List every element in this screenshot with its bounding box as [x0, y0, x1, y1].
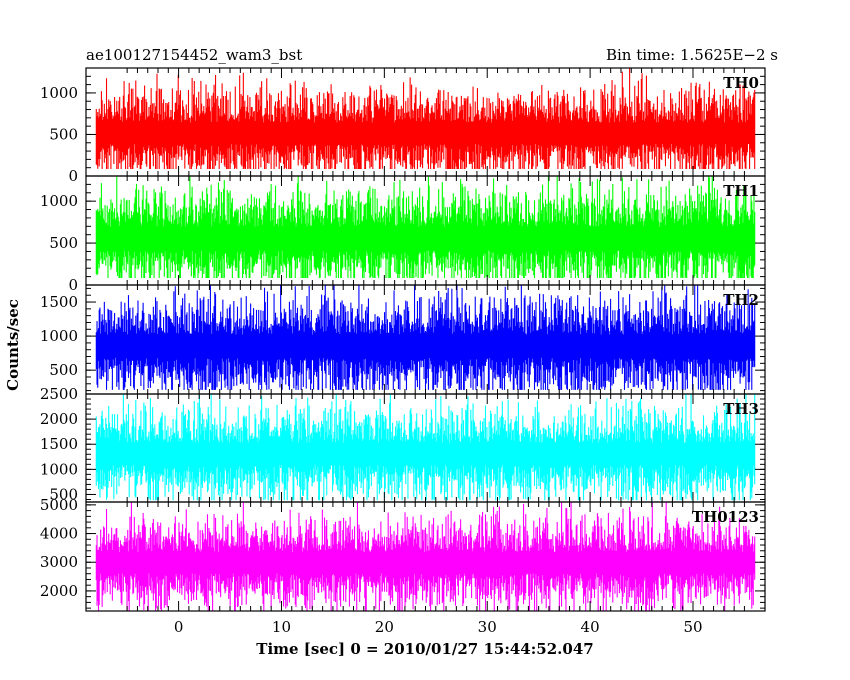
y-tick-label: 5000 — [40, 496, 78, 514]
panel-name-label: TH3 — [723, 400, 759, 418]
y-tick-label: 1000 — [40, 192, 78, 210]
y-tick-label: 1500 — [40, 435, 78, 453]
y-tick-label: 500 — [49, 361, 78, 379]
panel-name-label: TH0 — [723, 74, 759, 92]
x-tick-label: 10 — [272, 618, 291, 636]
y-tick-label: 500 — [49, 485, 78, 503]
y-tick-label: 3000 — [40, 553, 78, 571]
panel-th2: 500 1000 1500 TH2 — [40, 284, 766, 395]
figure-title: ae100127154452_wam3_bst — [86, 46, 302, 64]
y-tick-label: 0 — [68, 167, 78, 185]
y-tick-label: 2000 — [40, 582, 78, 600]
y-tick-label: 500 — [49, 234, 78, 252]
y-tick-label: 1000 — [40, 327, 78, 345]
series-trace-th0123 — [95, 502, 756, 611]
x-tick-label: 0 — [174, 618, 184, 636]
x-axis-label: Time [sec] 0 = 2010/01/27 15:44:52.047 — [256, 640, 593, 658]
x-tick-label: 50 — [683, 618, 702, 636]
panel-name-label: TH1 — [723, 182, 759, 200]
panel-th3: 500 1000 1500 2000 2500 TH3 — [40, 385, 766, 503]
series-trace-th2 — [95, 285, 756, 390]
x-tick-label: 20 — [375, 618, 394, 636]
y-tick-label: 1500 — [40, 293, 78, 311]
y-tick-label: 2500 — [40, 385, 78, 403]
x-tick-label: 40 — [581, 618, 600, 636]
panels-group: 0 500 1000 TH0 0 500 1000 TH1 500 1000 1500 TH2 500 1… — [40, 67, 766, 612]
panel-th0: 0 500 1000 TH0 — [40, 67, 766, 185]
y-tick-label: 1000 — [40, 84, 78, 102]
y-tick-label: 1000 — [40, 460, 78, 478]
panel-th0123: 2000 3000 4000 5000 TH0123 — [40, 496, 766, 612]
panel-name-label: TH0123 — [692, 508, 759, 526]
y-axis-label: Counts/sec — [4, 299, 22, 391]
panel-name-label: TH2 — [723, 291, 759, 309]
series-trace-th0 — [95, 68, 756, 170]
y-tick-label: 4000 — [40, 525, 78, 543]
y-tick-label: 500 — [49, 125, 78, 143]
x-axis: 0 10 20 30 40 50 — [174, 618, 703, 636]
panel-th1: 0 500 1000 TH1 — [40, 175, 766, 294]
y-tick-label: 0 — [68, 276, 78, 294]
bin-time-label: Bin time: 1.5625E−2 s — [606, 46, 778, 64]
series-trace-th3 — [95, 394, 756, 501]
x-tick-label: 30 — [478, 618, 497, 636]
series-trace-th1 — [95, 176, 756, 278]
y-tick-label: 2000 — [40, 410, 78, 428]
